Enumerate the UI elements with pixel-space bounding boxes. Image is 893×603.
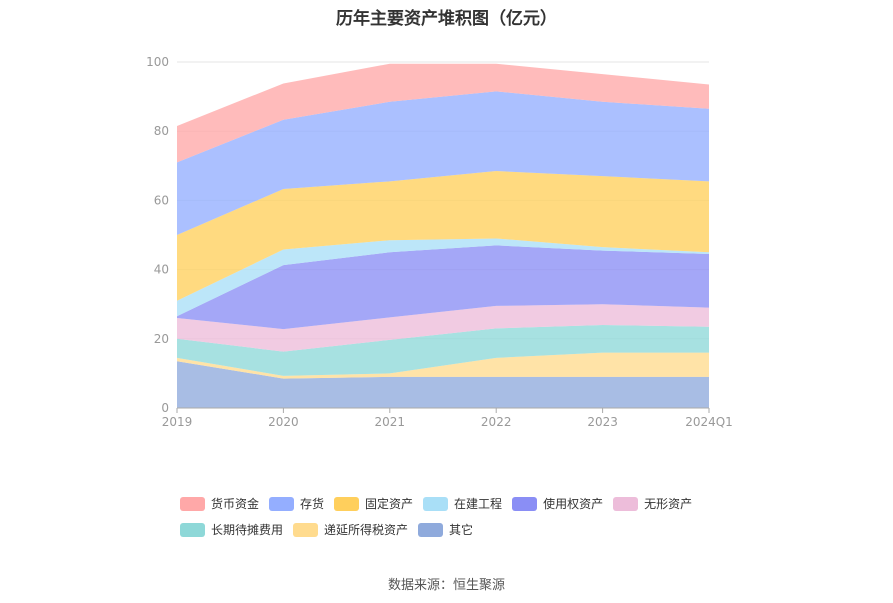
legend-label: 固定资产 [365, 497, 414, 511]
legend-label: 递延所得税资产 [324, 523, 409, 537]
legend-item[interactable]: 存货 [269, 495, 324, 512]
legend-label: 无形资产 [644, 497, 693, 511]
legend-swatch [423, 496, 449, 511]
x-tick-label: 2024Q1 [685, 415, 733, 429]
area-series-8[interactable] [177, 63, 709, 163]
legend-swatch [613, 496, 639, 511]
legend: 货币资金 存货 固定资产 在建工程 使用权资产 无形资产长期待摊费用 递延所得税资产 其它 [180, 495, 740, 547]
x-tick-label: 2023 [587, 415, 618, 429]
chart-title: 历年主要资产堆积图（亿元） [336, 9, 557, 29]
y-tick-label: 0 [161, 401, 169, 415]
y-tick-label: 60 [154, 193, 169, 207]
stacked-area-chart: 0 20 40 60 80 100 2019 2020 2021 2022 2023 2024Q1 [146, 55, 733, 429]
area-series-5[interactable] [177, 238, 709, 317]
x-tick-label: 2019 [162, 415, 193, 429]
area-series-7[interactable] [177, 91, 709, 235]
legend-item[interactable]: 固定资产 [334, 495, 413, 512]
legend-item[interactable]: 货币资金 [180, 495, 259, 512]
area-series-2[interactable] [177, 324, 709, 376]
x-tick-label: 2021 [375, 415, 406, 429]
legend-label: 在建工程 [454, 497, 503, 511]
legend-swatch [293, 522, 319, 537]
legend-swatch [512, 496, 538, 511]
legend-swatch [180, 522, 205, 537]
y-tick-label: 40 [154, 263, 169, 277]
legend-label: 其它 [449, 523, 474, 537]
area-series-3[interactable] [177, 304, 709, 352]
legend-item[interactable]: 其它 [418, 521, 473, 538]
area-series-6[interactable] [177, 170, 709, 301]
legend-item[interactable]: 在建工程 [423, 495, 502, 512]
legend-label: 使用权资产 [543, 497, 604, 511]
x-tick-label: 2020 [268, 415, 299, 429]
axes: 0 20 40 60 80 100 2019 2020 2021 2022 2023 2024Q1 [146, 55, 733, 429]
legend-row: 长期待摊费用 递延所得税资产 其它 [180, 521, 740, 547]
legend-swatch [269, 496, 295, 511]
x-tick-label: 2022 [481, 415, 512, 429]
legend-item[interactable]: 使用权资产 [512, 495, 603, 512]
legend-label: 货币资金 [211, 497, 260, 511]
legend-label: 长期待摊费用 [211, 523, 284, 537]
legend-swatch [418, 522, 444, 537]
area-series-0[interactable] [177, 361, 709, 408]
area-series-4[interactable] [177, 245, 709, 330]
legend-swatch [334, 496, 360, 511]
y-tick-label: 100 [146, 55, 169, 69]
legend-item[interactable]: 递延所得税资产 [293, 521, 408, 538]
legend-row: 货币资金 存货 固定资产 在建工程 使用权资产 无形资产 [180, 495, 740, 521]
legend-label: 存货 [300, 497, 325, 511]
data-source: 数据来源：恒生聚源 [387, 578, 505, 593]
series-areas [177, 63, 709, 408]
legend-swatch [180, 496, 205, 511]
legend-item[interactable]: 长期待摊费用 [180, 521, 283, 538]
legend-item[interactable]: 无形资产 [613, 495, 692, 512]
y-tick-label: 20 [154, 332, 169, 346]
y-tick-label: 80 [154, 124, 169, 138]
